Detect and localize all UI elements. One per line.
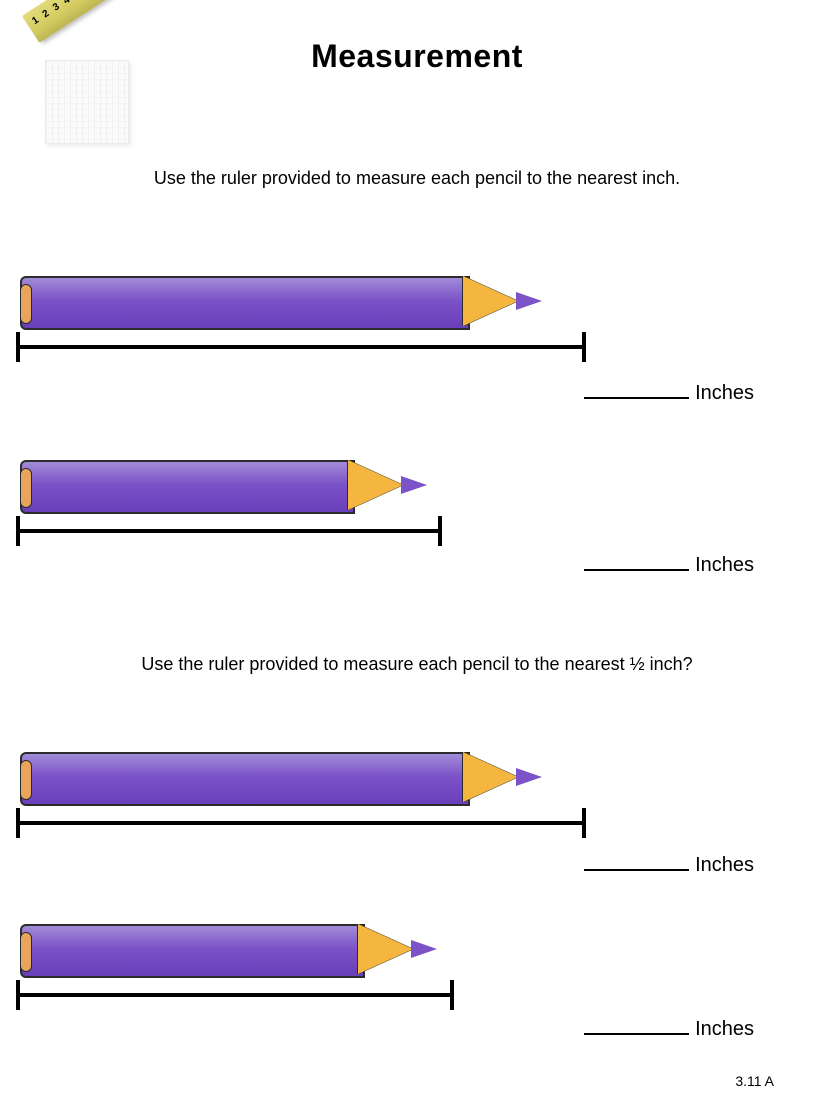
instruction-2: Use the ruler provided to measure each p… bbox=[0, 654, 834, 675]
measure-bracket-3 bbox=[16, 808, 586, 838]
answer-blank-3[interactable]: Inches bbox=[574, 854, 754, 877]
pencil-body bbox=[20, 752, 470, 806]
unit-label: Inches bbox=[695, 554, 754, 576]
footer-code: 3.11 A bbox=[735, 1073, 774, 1089]
pencil-body bbox=[20, 276, 470, 330]
answer-blank-2[interactable]: Inches bbox=[574, 554, 754, 577]
pencil-body bbox=[20, 460, 355, 514]
measure-bracket-1 bbox=[16, 332, 586, 362]
pencil-tip bbox=[516, 292, 542, 310]
pencil-2 bbox=[20, 460, 434, 510]
measure-bracket-4 bbox=[16, 980, 454, 1010]
pencil-1 bbox=[20, 276, 578, 326]
page-title: Measurement bbox=[0, 38, 834, 75]
blank-line[interactable] bbox=[584, 1033, 689, 1035]
pencil-wood bbox=[463, 752, 518, 802]
pencil-4 bbox=[20, 924, 446, 974]
pencil-tip bbox=[516, 768, 542, 786]
pencil-body bbox=[20, 924, 365, 978]
ruler-numbers: 1 2 3 4 5 6 7 8 9 bbox=[30, 0, 125, 27]
pencil-wood bbox=[348, 460, 403, 510]
ruler-icon: 1 2 3 4 5 6 7 8 9 bbox=[22, 0, 140, 43]
answer-blank-1[interactable]: Inches bbox=[574, 382, 754, 405]
blank-line[interactable] bbox=[584, 569, 689, 571]
pencil-wood bbox=[358, 924, 413, 974]
worksheet-page: 1 2 3 4 5 6 7 8 9 Measurement Use the ru… bbox=[0, 0, 834, 1117]
pencil-3 bbox=[20, 752, 578, 802]
blank-line[interactable] bbox=[584, 869, 689, 871]
instruction-1: Use the ruler provided to measure each p… bbox=[0, 168, 834, 189]
measure-bracket-2 bbox=[16, 516, 442, 546]
answer-blank-4[interactable]: Inches bbox=[574, 1018, 754, 1041]
pencil-wood bbox=[463, 276, 518, 326]
unit-label: Inches bbox=[695, 854, 754, 876]
unit-label: Inches bbox=[695, 382, 754, 404]
blank-line[interactable] bbox=[584, 397, 689, 399]
pencil-tip bbox=[411, 940, 437, 958]
pencil-tip bbox=[401, 476, 427, 494]
unit-label: Inches bbox=[695, 1018, 754, 1040]
